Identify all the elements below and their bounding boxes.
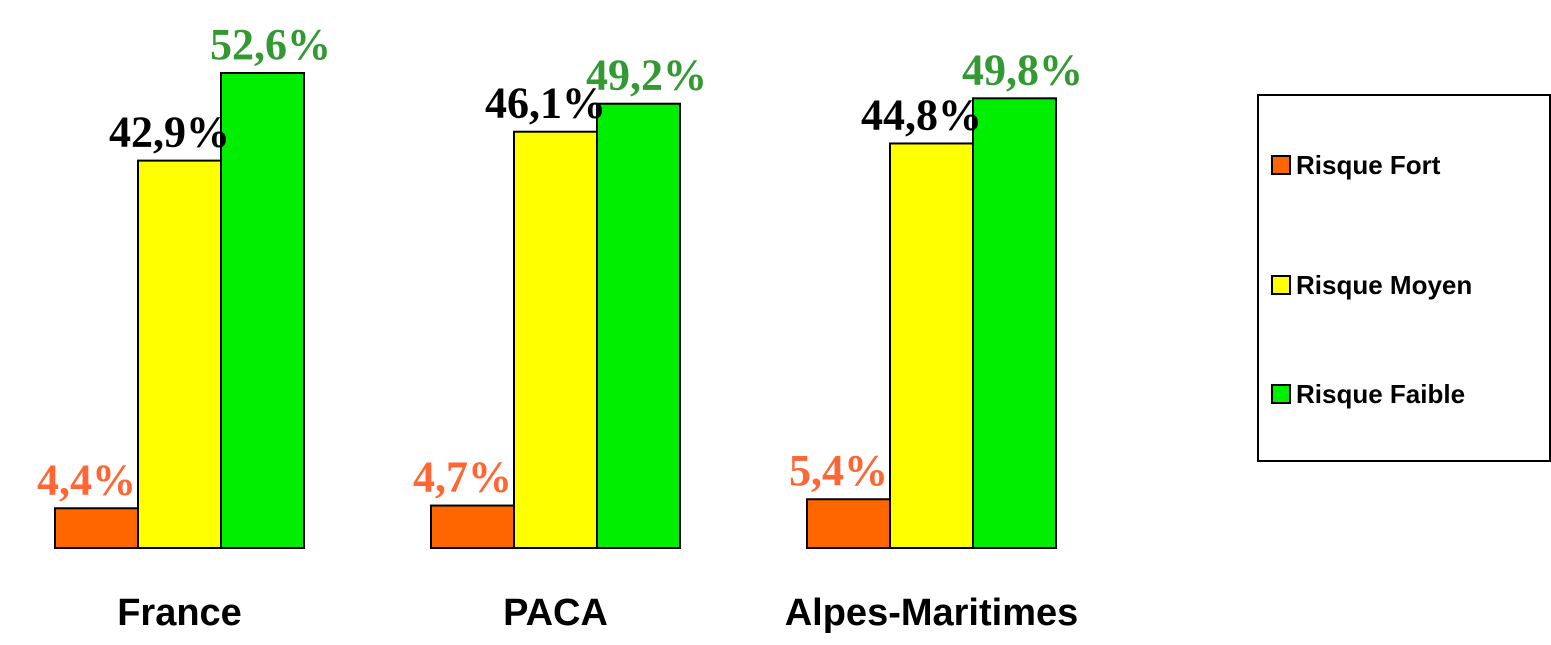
bar-risque-moyen-paca: [513, 130, 598, 549]
legend-swatch-risque-moyen: [1271, 275, 1291, 295]
bar-risque-faible-paca: [596, 102, 681, 549]
legend-box: [1257, 94, 1551, 462]
data-label-risque-moyen-paca: 46,1%: [485, 79, 606, 128]
bar-risque-moyen-alpes-maritimes: [889, 142, 974, 549]
bar-risque-fort-alpes-maritimes: [806, 498, 891, 550]
category-label-alpes-maritimes: Alpes-Maritimes: [785, 592, 1079, 634]
data-label-risque-fort-france: 4,4%: [37, 455, 136, 504]
category-label-france: France: [117, 592, 242, 634]
bar-risque-faible-alpes-maritimes: [972, 97, 1057, 549]
legend-label-risque-faible: Risque Faible: [1296, 379, 1465, 409]
data-label-risque-faible-alpes-maritimes: 49,8%: [962, 45, 1083, 94]
bar-risque-faible-france: [220, 72, 305, 549]
data-label-risque-moyen-alpes-maritimes: 44,8%: [861, 90, 982, 139]
category-label-paca: PACA: [503, 592, 608, 634]
data-label-risque-fort-paca: 4,7%: [413, 453, 512, 502]
bar-risque-moyen-france: [137, 159, 222, 549]
data-label-risque-faible-france: 52,6%: [210, 20, 331, 69]
legend-swatch-risque-fort: [1271, 155, 1291, 175]
bar-risque-fort-france: [54, 507, 139, 550]
bar-risque-fort-paca: [430, 504, 515, 549]
legend-label-risque-moyen: Risque Moyen: [1296, 270, 1472, 300]
data-label-risque-fort-alpes-maritimes: 5,4%: [789, 446, 888, 495]
legend-swatch-risque-faible: [1271, 384, 1291, 404]
legend: Risque Fort Risque Moyen Risque Faible: [1257, 94, 1551, 462]
data-labels-layer: 4,4% 42,9% 52,6% 4,7% 46,1%49,2% 5,4% 44,8%49,…: [37, 20, 1083, 504]
data-label-risque-faible-paca: 49,2%: [586, 51, 707, 100]
data-label-risque-moyen-france: 42,9%: [109, 108, 230, 157]
category-labels-layer: France PACA Alpes-Maritimes: [117, 592, 1078, 634]
bars-layer: [54, 72, 1057, 550]
legend-label-risque-fort: Risque Fort: [1296, 150, 1441, 180]
